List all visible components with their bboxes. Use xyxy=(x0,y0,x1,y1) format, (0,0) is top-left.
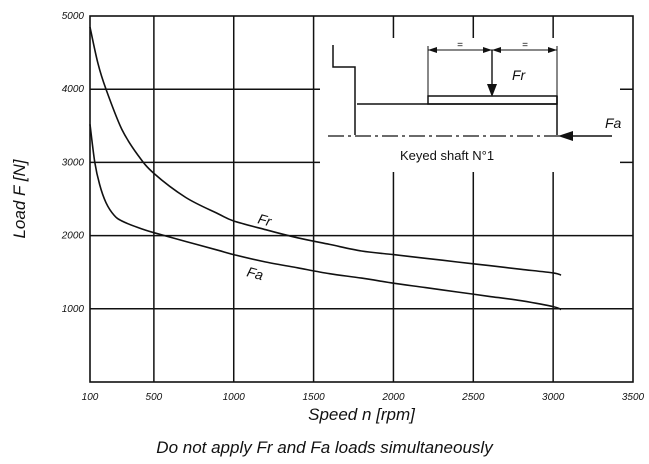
series-group xyxy=(89,26,562,311)
shaft-diagram: = = Fr Fa Keyed shaft N°1 xyxy=(320,38,622,172)
equal-mark-right: = xyxy=(522,40,528,51)
y-tick-label-3000: 3000 xyxy=(62,157,85,168)
y-tick-label-2000: 2000 xyxy=(61,231,85,242)
dim-arrow-4 xyxy=(548,47,557,53)
x-tick-label-500: 500 xyxy=(146,392,163,403)
x-tick-label-100: 100 xyxy=(82,392,99,403)
series-label-fa: Fa xyxy=(245,263,265,283)
tick-labels: 100 500 1000 1500 2000 2500 3000 3500 1000 2000 30… xyxy=(61,11,645,403)
x-tick-label-2500: 2500 xyxy=(461,392,485,403)
fa-arrow-head xyxy=(558,131,573,141)
x-tick-label-1500: 1500 xyxy=(302,392,325,403)
y-axis-label: Load F [N] xyxy=(10,158,29,238)
inset-background xyxy=(320,38,620,172)
footnote: Do not apply Fr and Fa loads simultaneou… xyxy=(156,438,493,457)
y-tick-label-1000: 1000 xyxy=(62,304,85,315)
fr-arrow-head xyxy=(487,84,497,97)
y-tick-label-5000: 5000 xyxy=(62,11,85,22)
fr-label: Fr xyxy=(512,67,527,83)
series-label-fr: Fr xyxy=(256,210,274,229)
x-axis-label: Speed n [rpm] xyxy=(308,405,416,424)
plot-frame xyxy=(89,15,634,383)
shaft-shoulder xyxy=(332,45,356,135)
dim-arrow-1 xyxy=(428,47,437,53)
x-tick-label-1000: 1000 xyxy=(223,392,246,403)
x-tick-label-3000: 3000 xyxy=(542,392,565,403)
series-line-fr xyxy=(89,26,562,276)
fa-label: Fa xyxy=(605,115,622,131)
y-tick-label-4000: 4000 xyxy=(62,84,85,95)
equal-mark-left: = xyxy=(457,40,463,51)
inset-caption: Keyed shaft N°1 xyxy=(400,148,494,163)
dim-arrow-2 xyxy=(483,47,492,53)
x-tick-label-2000: 2000 xyxy=(381,392,405,403)
series-line-fa xyxy=(89,124,562,311)
x-tick-label-3500: 3500 xyxy=(622,392,645,403)
dim-arrow-3 xyxy=(492,47,501,53)
